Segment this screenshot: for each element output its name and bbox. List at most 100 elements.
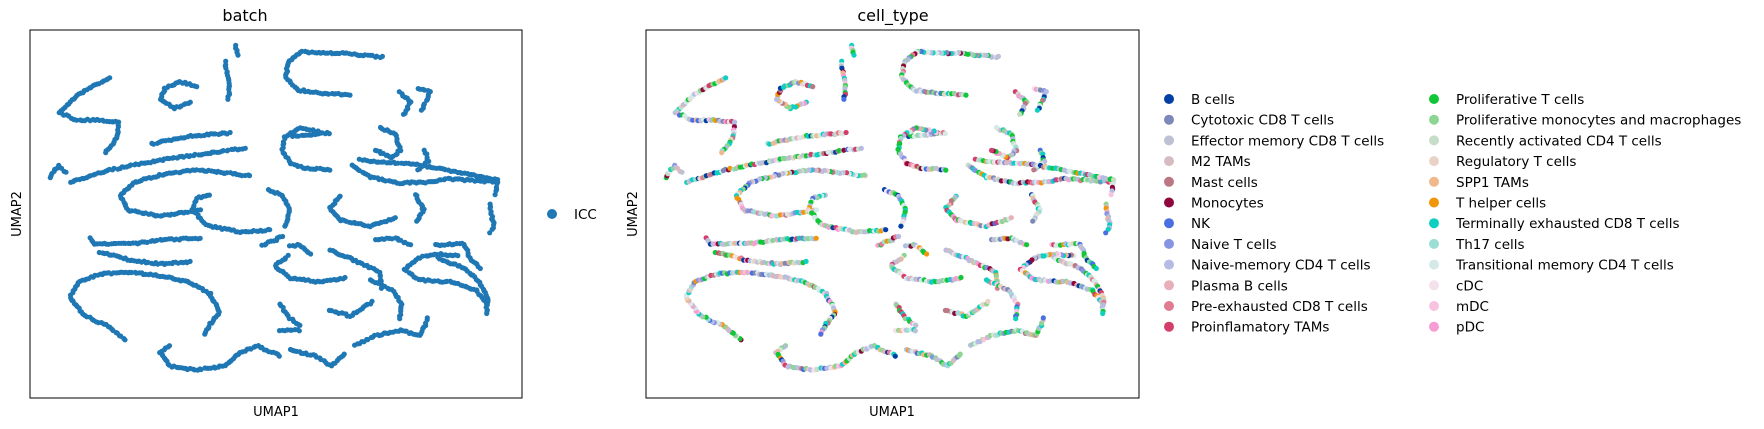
cell-type-point (1016, 111, 1023, 117)
batch-point (128, 162, 134, 168)
batch-point (372, 147, 379, 153)
legend-label: Th17 cells (1455, 237, 1525, 253)
legend-marker (1164, 259, 1174, 270)
legend-marker (1429, 301, 1439, 311)
batch-point (347, 92, 353, 98)
batch-point (326, 131, 332, 137)
cell-type-point (963, 92, 969, 98)
legend-label: mDC (1456, 299, 1489, 315)
cell-type-point (1013, 316, 1019, 322)
batch-point (107, 75, 113, 81)
batch-point (220, 148, 226, 154)
legend-label: Mast cells (1191, 175, 1258, 191)
legend-label: cDC (1456, 278, 1483, 294)
legend-marker (1429, 156, 1439, 167)
batch-point (111, 165, 117, 171)
batch-point (424, 315, 430, 321)
cell-type-point (1011, 160, 1017, 166)
batch-point (63, 169, 69, 175)
batch-point (267, 227, 273, 233)
legend-marker (1164, 135, 1174, 146)
legend-marker (1429, 114, 1439, 125)
cell-type-point (843, 129, 849, 136)
legend-marker (1429, 135, 1439, 146)
legend-marker (1429, 197, 1439, 208)
cell-type-point (958, 274, 964, 281)
batch-point (297, 322, 303, 328)
cell-type-point (679, 169, 685, 175)
cell-type-point (1111, 177, 1117, 183)
cell-type-point (913, 322, 919, 328)
batch-point (408, 242, 414, 248)
batch-point (128, 269, 135, 276)
legend-label: Transitional memory CD4 T cells (1455, 258, 1674, 274)
batch-point (197, 207, 204, 213)
cell-type-point (690, 117, 696, 123)
batch-point (484, 310, 490, 317)
legend-marker (1429, 280, 1439, 291)
legend-marker (1164, 280, 1174, 291)
batch-point (202, 331, 208, 337)
cell-type-point (898, 223, 904, 229)
legend-label: Regulatory T cells (1456, 154, 1576, 170)
batch-point (395, 160, 401, 166)
cell-type-point (896, 233, 902, 240)
legend-label: B cells (1191, 92, 1235, 108)
cell-type-point (813, 235, 819, 241)
legend-marker (1429, 238, 1439, 249)
legend-marker (1429, 259, 1439, 270)
batch-point (198, 366, 204, 373)
batch-point (477, 265, 483, 272)
batch-point (242, 145, 248, 151)
batch-point (197, 235, 203, 241)
legend-label: M2 TAMs (1191, 154, 1251, 170)
batch-point (492, 192, 498, 198)
legend-marker (1429, 94, 1439, 104)
cell-type-point (892, 353, 898, 359)
batch-point (225, 96, 231, 102)
legend-marker (547, 209, 557, 219)
cell-type-point (1008, 215, 1014, 221)
legend-label: NK (1191, 216, 1211, 232)
cell-type-point (988, 147, 995, 153)
legend-label: Recently activated CD4 T cells (1456, 133, 1662, 149)
cell-type-point (912, 328, 918, 334)
legend-label: T helper cells (1455, 196, 1546, 212)
batch-point (392, 215, 398, 221)
cell-type-point (1034, 107, 1040, 113)
cell-type-point (803, 258, 809, 264)
legend-marker (1164, 156, 1174, 167)
legend-marker (1429, 218, 1439, 229)
cell-type-point (841, 96, 847, 102)
batch-scatter-points (47, 42, 501, 373)
legend-label: Naive-memory CD4 T cells (1191, 258, 1371, 274)
legend-marker (1429, 176, 1439, 187)
batch-point (276, 353, 282, 359)
batch-point (282, 223, 288, 229)
cell-type-point (744, 162, 750, 168)
batch-point (308, 251, 314, 257)
batch-axes-frame (29, 29, 523, 399)
cell-type-point (1100, 310, 1106, 317)
legend-marker (1164, 176, 1174, 187)
batch-point (103, 150, 109, 156)
cell-type-point (1030, 218, 1036, 224)
legend-marker (1164, 114, 1174, 125)
legend-marker (1164, 218, 1174, 229)
batch-point (187, 258, 193, 264)
legend-marker (1164, 94, 1174, 104)
cell-type-x-axis-label: UMAP1 (869, 405, 915, 420)
cell-type-point (957, 351, 963, 357)
cell-type-point (924, 251, 930, 257)
legend-label: Naive T cells (1191, 237, 1277, 253)
batch-point (296, 328, 302, 334)
cell-type-point (858, 145, 864, 151)
cell-type-axes-frame (645, 29, 1140, 399)
cell-type-panel-title: cell_type (857, 6, 928, 26)
batch-point (280, 233, 286, 240)
cell-type-point (1031, 167, 1037, 173)
batch-point (327, 167, 333, 173)
batch-point (342, 274, 348, 281)
legend-label: Pre-exhausted CD8 T cells (1191, 299, 1368, 315)
